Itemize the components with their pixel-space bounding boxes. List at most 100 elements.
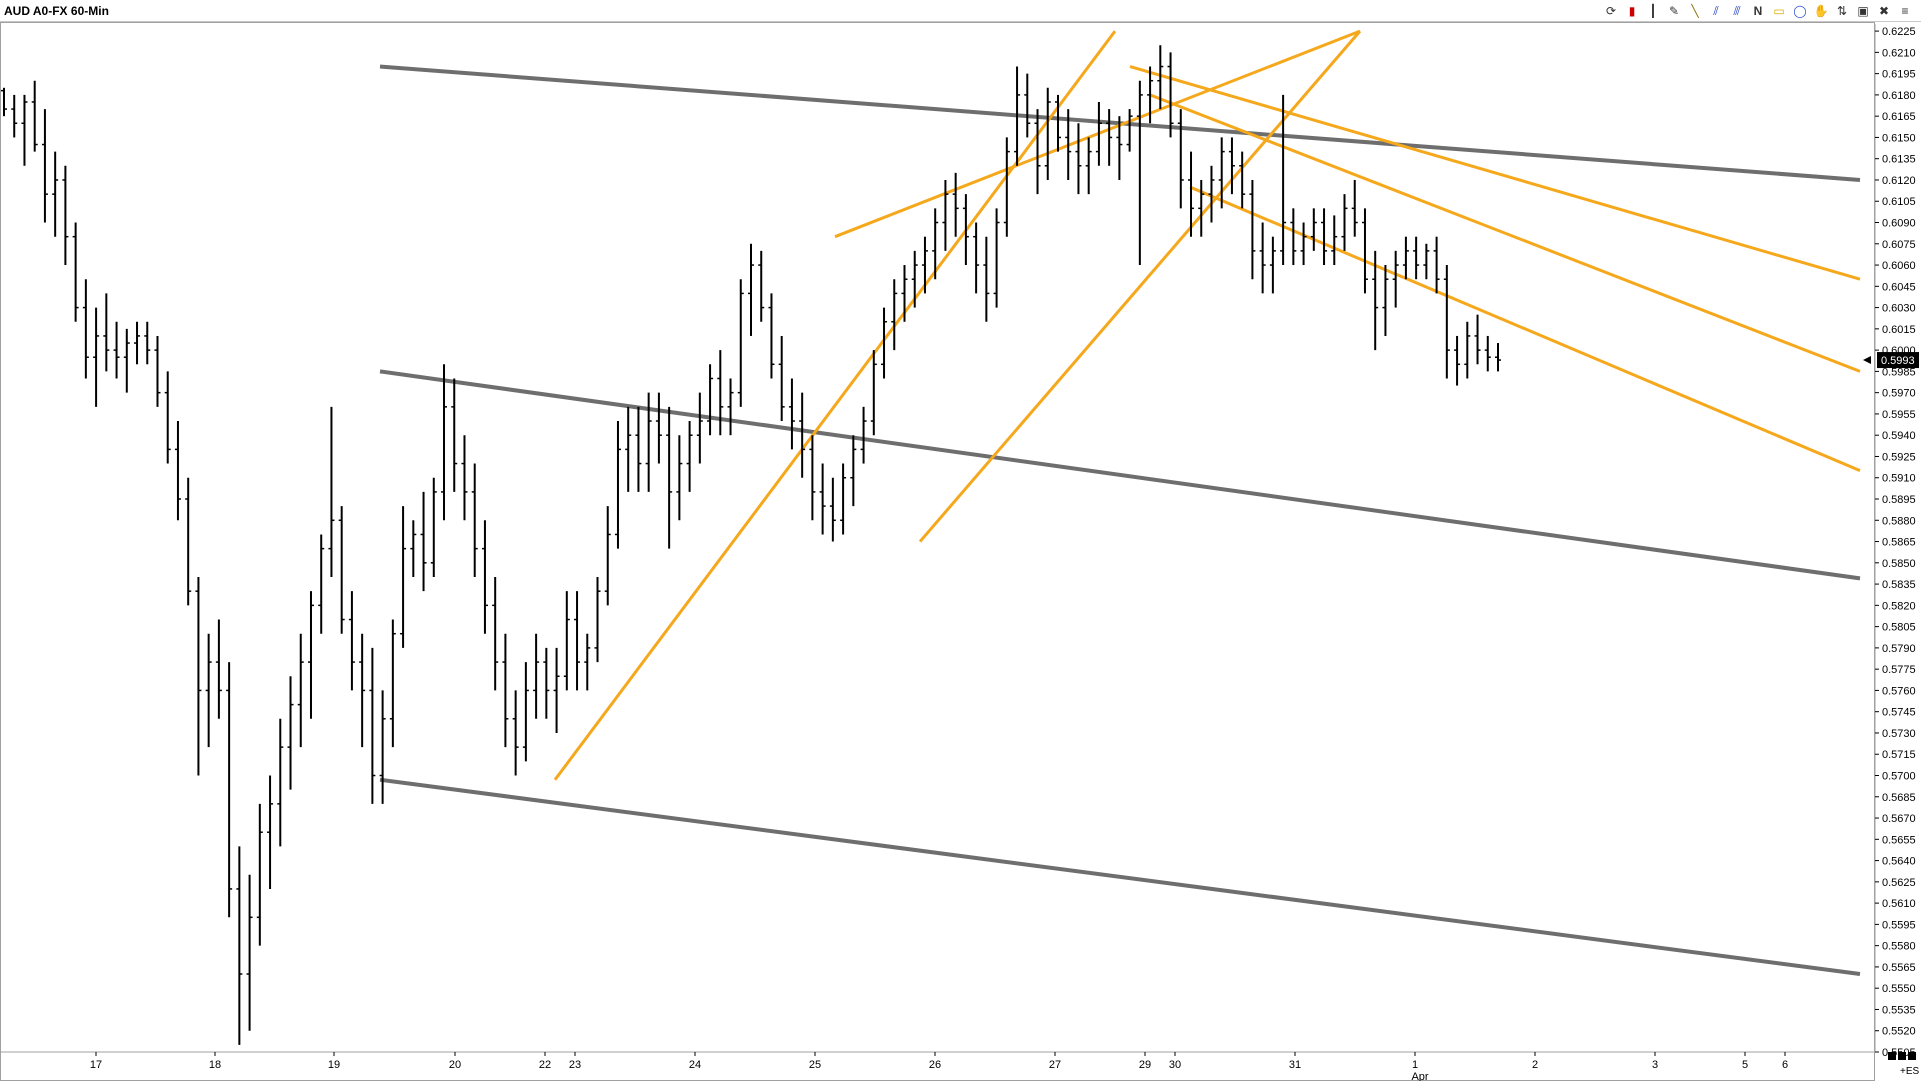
y-tick-label: 0.5520 [1882, 1026, 1916, 1038]
x-tick-label: 18 [209, 1059, 221, 1071]
x-tick-label: 3 [1652, 1059, 1658, 1071]
y-tick-label: 0.5820 [1882, 600, 1916, 612]
x-tick-label: 20 [449, 1059, 461, 1071]
y-tick-label: 0.6150 [1882, 132, 1916, 144]
x-tick-label: 23 [569, 1059, 581, 1071]
y-tick-label: 0.5595 [1882, 919, 1916, 931]
y-tick-label: 0.5985 [1882, 366, 1916, 378]
orange-trend-line [1189, 185, 1861, 473]
x-tick-label: 22 [539, 1059, 551, 1071]
y-tick-label: 0.5535 [1882, 1004, 1916, 1016]
y-tick-label: 0.5940 [1882, 430, 1916, 442]
y-tick-label: 0.6225 [1882, 26, 1916, 38]
y-tick-label: 0.5655 [1882, 834, 1916, 846]
x-tick-label: 1 [1412, 1059, 1418, 1071]
gray-trend-line [379, 777, 1861, 976]
y-tick-label: 0.5745 [1882, 707, 1916, 719]
orange-trend-line [1149, 93, 1861, 373]
y-tick-label: 0.5685 [1882, 792, 1916, 804]
pitchfork-icon[interactable]: ⫻ [1733, 4, 1741, 18]
y-tick-label: 0.5550 [1882, 983, 1916, 995]
y-tick-label: 0.5625 [1882, 877, 1916, 889]
corner-square-1[interactable] [1888, 1052, 1896, 1060]
y-tick-label: 0.5670 [1882, 813, 1916, 825]
y-tick-label: 0.5880 [1882, 515, 1916, 527]
y-tick-label: 0.5565 [1882, 962, 1916, 974]
y-tick-label: 0.5850 [1882, 558, 1916, 570]
y-tick-label: 0.5805 [1882, 622, 1916, 634]
x-subtick-label: Apr [1411, 1071, 1428, 1081]
y-tick-label: 0.6180 [1882, 90, 1916, 102]
corner-square-2[interactable] [1898, 1052, 1906, 1060]
x-tick-label: 26 [929, 1059, 941, 1071]
y-tick-label: 0.6105 [1882, 196, 1916, 208]
x-tick-label: 24 [689, 1059, 701, 1071]
menu-icon[interactable]: ≡ [1901, 4, 1909, 18]
y-tick-label: 0.5580 [1882, 941, 1916, 953]
y-tick-label: 0.5955 [1882, 409, 1916, 421]
orange-trend-line [918, 30, 1362, 543]
hand-icon[interactable]: ✋ [1813, 4, 1829, 18]
bar-chart-icon[interactable]: ┃ [1649, 4, 1657, 18]
x-tick-label: 17 [90, 1059, 102, 1071]
y-tick-label: 0.6015 [1882, 324, 1916, 336]
y-tick-label: 0.5715 [1882, 749, 1916, 761]
y-tick-label: 0.5970 [1882, 388, 1916, 400]
y-tick-label: 0.6090 [1882, 218, 1916, 230]
y-tick-label: 0.6045 [1882, 281, 1916, 293]
chart-titlebar: AUD A0-FX 60-Min ⟳ ▮ ┃ ✎ ╲ ⫽ ⫻ N ▭ ◯ ✋ ⇅… [0, 0, 1921, 22]
corner-square-3[interactable] [1908, 1052, 1916, 1060]
y-tick-label: 0.6135 [1882, 154, 1916, 166]
y-tick-label: 0.5760 [1882, 685, 1916, 697]
candle-icon[interactable]: ▮ [1628, 4, 1636, 18]
y-tick-label: 0.5610 [1882, 898, 1916, 910]
orange-trend-line [834, 29, 1361, 239]
x-tick-label: 29 [1139, 1059, 1151, 1071]
y-tick-label: 0.6210 [1882, 47, 1916, 59]
lock-icon[interactable]: ▣ [1857, 4, 1869, 18]
y-tick-label: 0.6165 [1882, 111, 1916, 123]
y-tick-label: 0.6060 [1882, 260, 1916, 272]
y-tick-label: 0.5910 [1882, 473, 1916, 485]
last-price-arrow-icon [1863, 356, 1871, 365]
x-tick-label: 5 [1742, 1059, 1748, 1071]
last-price-box [1877, 352, 1919, 369]
pen-icon[interactable]: ✎ [1668, 4, 1680, 18]
corner-buttons[interactable] [1888, 1052, 1916, 1060]
y-tick-label: 0.5865 [1882, 537, 1916, 549]
y-tick-label: 0.5790 [1882, 643, 1916, 655]
x-tick-label: 2 [1532, 1059, 1538, 1071]
x-tick-label: 31 [1289, 1059, 1301, 1071]
corner-label: +ES [1900, 1066, 1920, 1077]
x-tick-label: 25 [809, 1059, 821, 1071]
orange-trend-line [553, 30, 1117, 781]
x-tick-label: 6 [1782, 1059, 1788, 1071]
y-tick-label: 0.5835 [1882, 579, 1916, 591]
y-tick-label: 0.6075 [1882, 239, 1916, 251]
trash-icon[interactable]: ✖ [1878, 4, 1890, 18]
y-tick-label: 0.5730 [1882, 728, 1916, 740]
y-tick-label: 0.6195 [1882, 69, 1916, 81]
x-tick-label: 27 [1049, 1059, 1061, 1071]
chart-toolbar: ⟳ ▮ ┃ ✎ ╲ ⫽ ⫻ N ▭ ◯ ✋ ⇅ ▣ ✖ ≡ [1603, 2, 1913, 20]
y-tick-label: 0.6120 [1882, 175, 1916, 187]
y-tick-label: 0.5925 [1882, 451, 1916, 463]
rect-icon[interactable]: ▭ [1773, 4, 1785, 18]
chart-title: AUD A0-FX 60-Min [4, 4, 109, 18]
refresh-icon[interactable]: ⟳ [1605, 4, 1617, 18]
gray-trend-line [379, 369, 1861, 581]
text-icon[interactable]: N [1753, 4, 1763, 18]
y-tick-label: 0.5775 [1882, 664, 1916, 676]
x-tick-label: 19 [328, 1059, 340, 1071]
last-price-label: 0.5993 [1881, 355, 1915, 367]
circle-icon[interactable]: ◯ [1793, 4, 1807, 18]
y-tick-label: 0.5895 [1882, 494, 1916, 506]
channel-icon[interactable]: ⫽ [1713, 4, 1719, 18]
orange-trend-line [1129, 65, 1861, 281]
y-tick-label: 0.5640 [1882, 856, 1916, 868]
line-icon[interactable]: ╲ [1691, 4, 1699, 18]
y-tick-label: 0.5700 [1882, 771, 1916, 783]
up-down-icon[interactable]: ⇅ [1836, 4, 1848, 18]
